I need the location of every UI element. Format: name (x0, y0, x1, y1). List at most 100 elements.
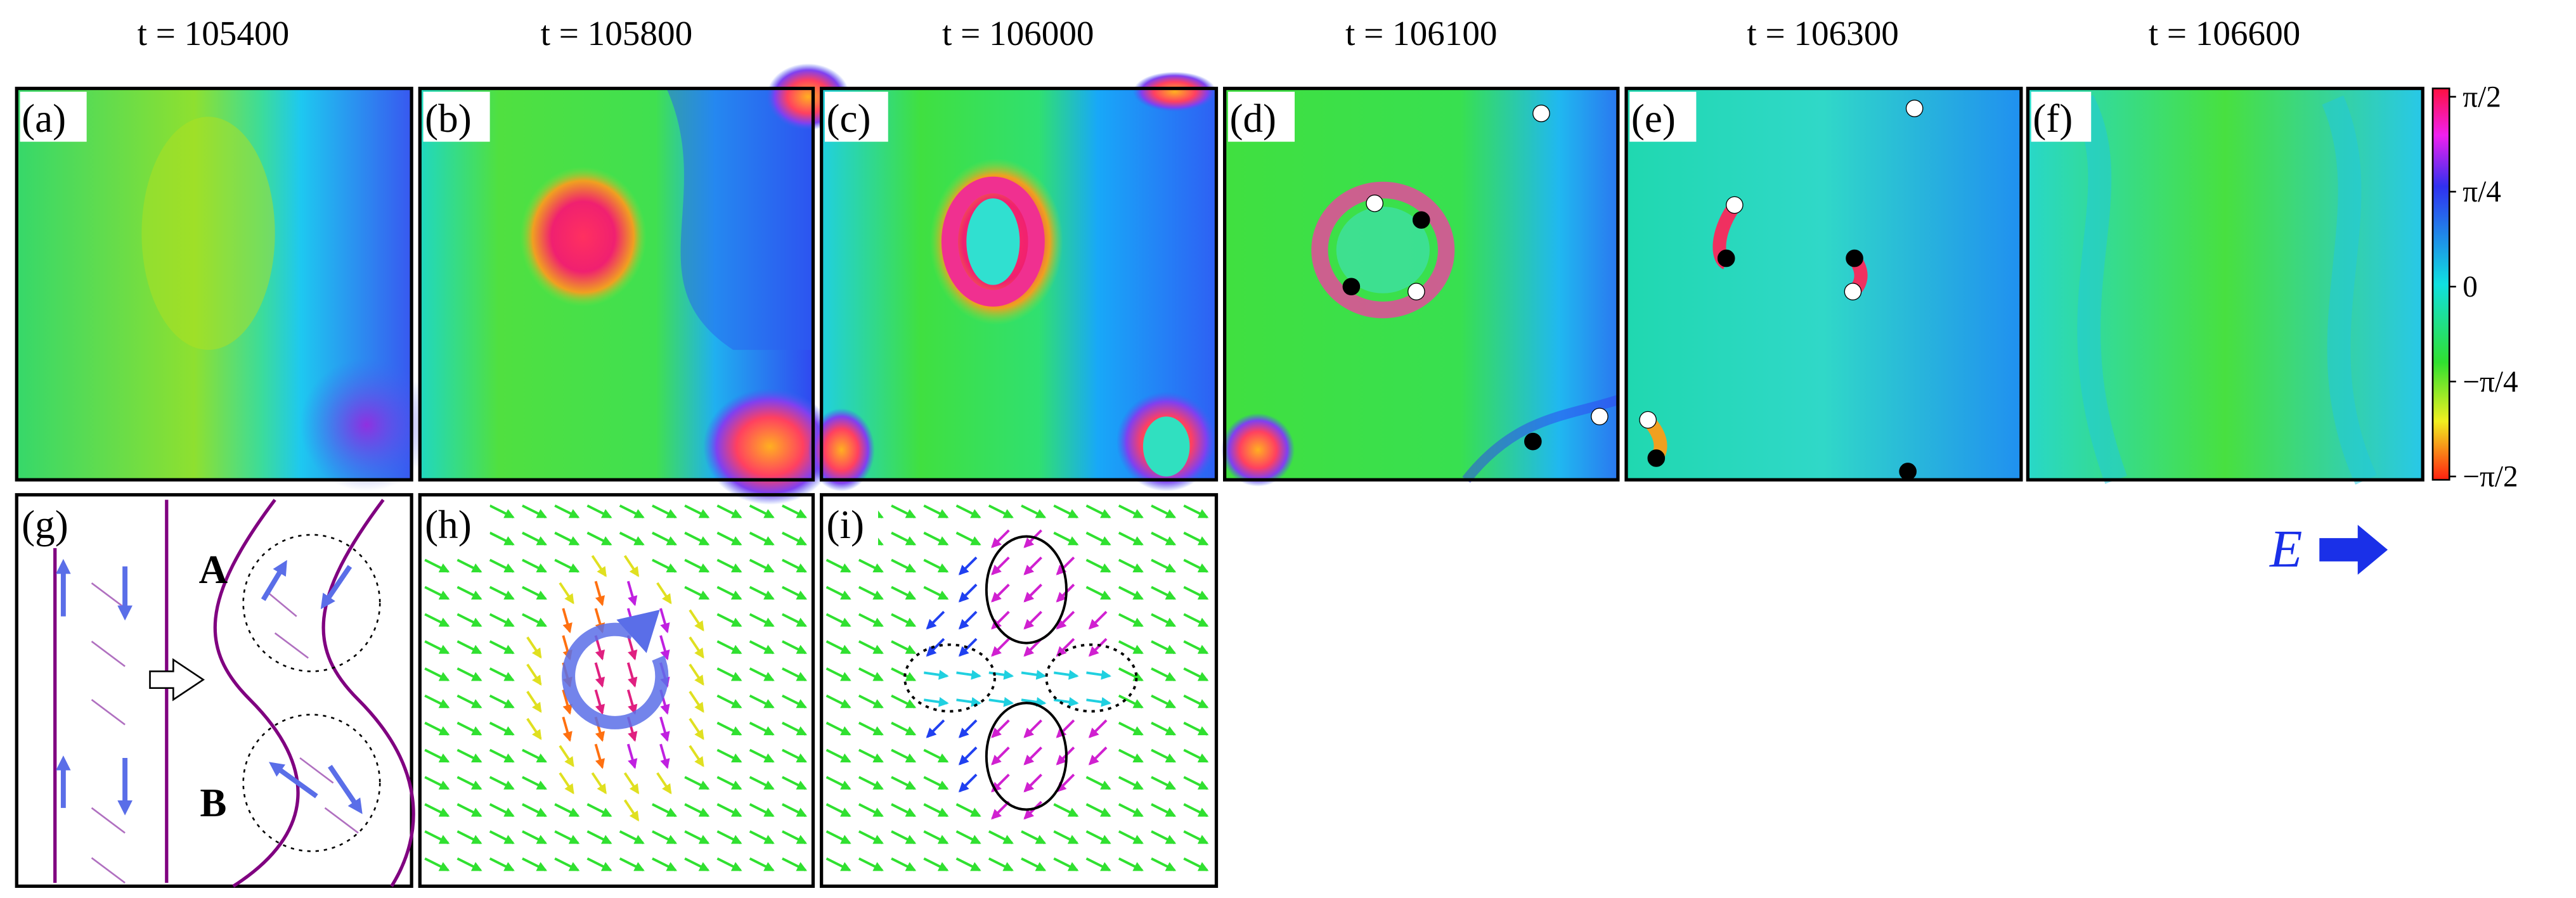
field-arrow (955, 830, 981, 845)
panel-d (1221, 88, 1620, 487)
field-arrow (891, 721, 917, 736)
field-arrow (1085, 586, 1111, 600)
field-arrow (1151, 558, 1177, 573)
field-arrow (1023, 529, 1042, 548)
field-arrow (955, 803, 981, 818)
field-arrow (684, 776, 710, 790)
field-arrow (424, 748, 450, 763)
schematic-label: B (200, 781, 226, 825)
field-arrow (1183, 586, 1209, 600)
field-arrow (456, 667, 482, 682)
field-arrow (716, 803, 742, 818)
field-arrow (923, 748, 949, 763)
field-arrow (689, 745, 704, 767)
field-arrow (562, 608, 573, 634)
field-arrow (749, 667, 775, 682)
field-arrow (586, 504, 612, 519)
field-arrow (923, 696, 949, 707)
field-arrow (1053, 857, 1079, 871)
field-arrow (1151, 586, 1177, 600)
field-arrow (749, 830, 775, 845)
colorbar-tick-label: π/2 (2463, 80, 2501, 113)
field-arrow (489, 830, 515, 845)
field-arrow (689, 664, 704, 686)
field-arrow (554, 504, 580, 519)
field-arrow (716, 586, 742, 600)
panel-label: (h) (425, 503, 472, 547)
field-arrow (749, 531, 775, 546)
panel-title: t = 106600 (2149, 14, 2301, 53)
field-arrow (1021, 504, 1047, 519)
field-arrow (716, 694, 742, 709)
field-arrow (1118, 830, 1144, 845)
field-arrow (825, 667, 851, 682)
field-arrow (623, 772, 640, 795)
field-arrow (489, 803, 515, 818)
field-arrow (891, 667, 917, 682)
field-arrow (1183, 721, 1209, 736)
field-arrow (424, 667, 450, 682)
field-arrow (923, 830, 949, 845)
field-arrow (684, 830, 710, 845)
field-arrow (1183, 857, 1209, 871)
field-arrow (825, 830, 851, 845)
field-arrow (781, 721, 808, 736)
field-arrow (1151, 613, 1177, 627)
field-arrow (659, 608, 670, 634)
field-arrow (858, 667, 884, 682)
field-arrow (1118, 721, 1144, 736)
field-arrow (684, 803, 710, 818)
field-arrow (554, 830, 580, 845)
field-arrow (656, 582, 672, 605)
field-arrow (522, 776, 548, 790)
field-arrow (1118, 803, 1144, 818)
field-arrow (1118, 613, 1144, 627)
field-arrow (991, 610, 1010, 630)
field-arrow (825, 721, 851, 736)
field-arrow (626, 635, 638, 661)
field-arrow (652, 803, 678, 818)
field-arrow (891, 640, 917, 655)
field-arrow (684, 586, 710, 600)
field-arrow (923, 531, 949, 546)
field-arrow (559, 745, 574, 767)
field-arrow (825, 640, 851, 655)
field-arrow (424, 694, 450, 709)
field-arrow (456, 803, 482, 818)
field-arrow (891, 531, 917, 546)
field-arrow (554, 558, 580, 573)
field-arrow (716, 748, 742, 763)
field-arrow (456, 776, 482, 790)
field-arrow (456, 586, 482, 600)
field-arrow (858, 748, 884, 763)
field-arrow (1118, 748, 1144, 763)
panel-label: (i) (827, 503, 865, 547)
field-arrow (1183, 694, 1209, 709)
field-arrow (926, 719, 945, 738)
field-arrow (858, 721, 884, 736)
field-arrow (1183, 558, 1209, 573)
field-arrow (958, 719, 978, 738)
field-arrow (1053, 531, 1079, 546)
field-arrow (626, 689, 638, 715)
field-arrow (689, 717, 704, 740)
field-arrow (716, 613, 742, 627)
field-arrow (659, 716, 670, 742)
field-arrow (923, 558, 949, 573)
field-arrow (1021, 857, 1047, 871)
panel-title: t = 105800 (541, 14, 693, 53)
field-arrow (749, 640, 775, 655)
field-arrow (1183, 504, 1209, 519)
field-arrow (891, 857, 917, 871)
field-arrow (1151, 721, 1177, 736)
field-arrow (424, 857, 450, 871)
field-arrow (749, 748, 775, 763)
field-arrow (684, 504, 710, 519)
field-arrow (1118, 694, 1144, 709)
field-arrow (1151, 667, 1177, 682)
panel-label: (c) (827, 96, 871, 141)
field-arrow (659, 635, 670, 661)
field-arrow (716, 857, 742, 871)
field-arrow (1085, 558, 1111, 573)
